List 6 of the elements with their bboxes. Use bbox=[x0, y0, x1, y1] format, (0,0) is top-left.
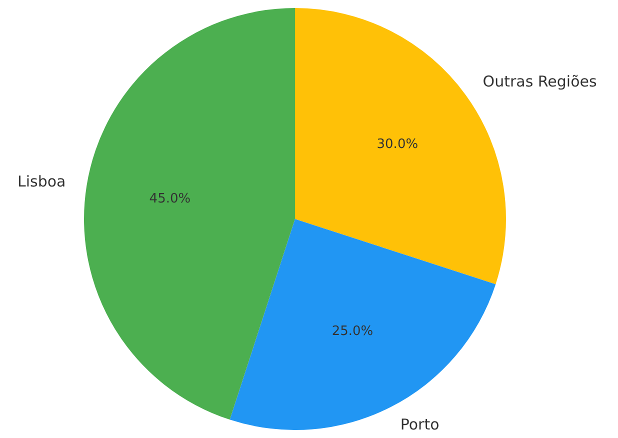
data-label: 30.0% bbox=[376, 136, 418, 152]
slice-label: Outras Regiões bbox=[482, 72, 597, 90]
data-label: 25.0% bbox=[332, 324, 374, 340]
data-label: 45.0% bbox=[149, 192, 191, 207]
slice-label: Porto bbox=[400, 416, 440, 434]
slice-label: Lisboa bbox=[18, 172, 66, 191]
